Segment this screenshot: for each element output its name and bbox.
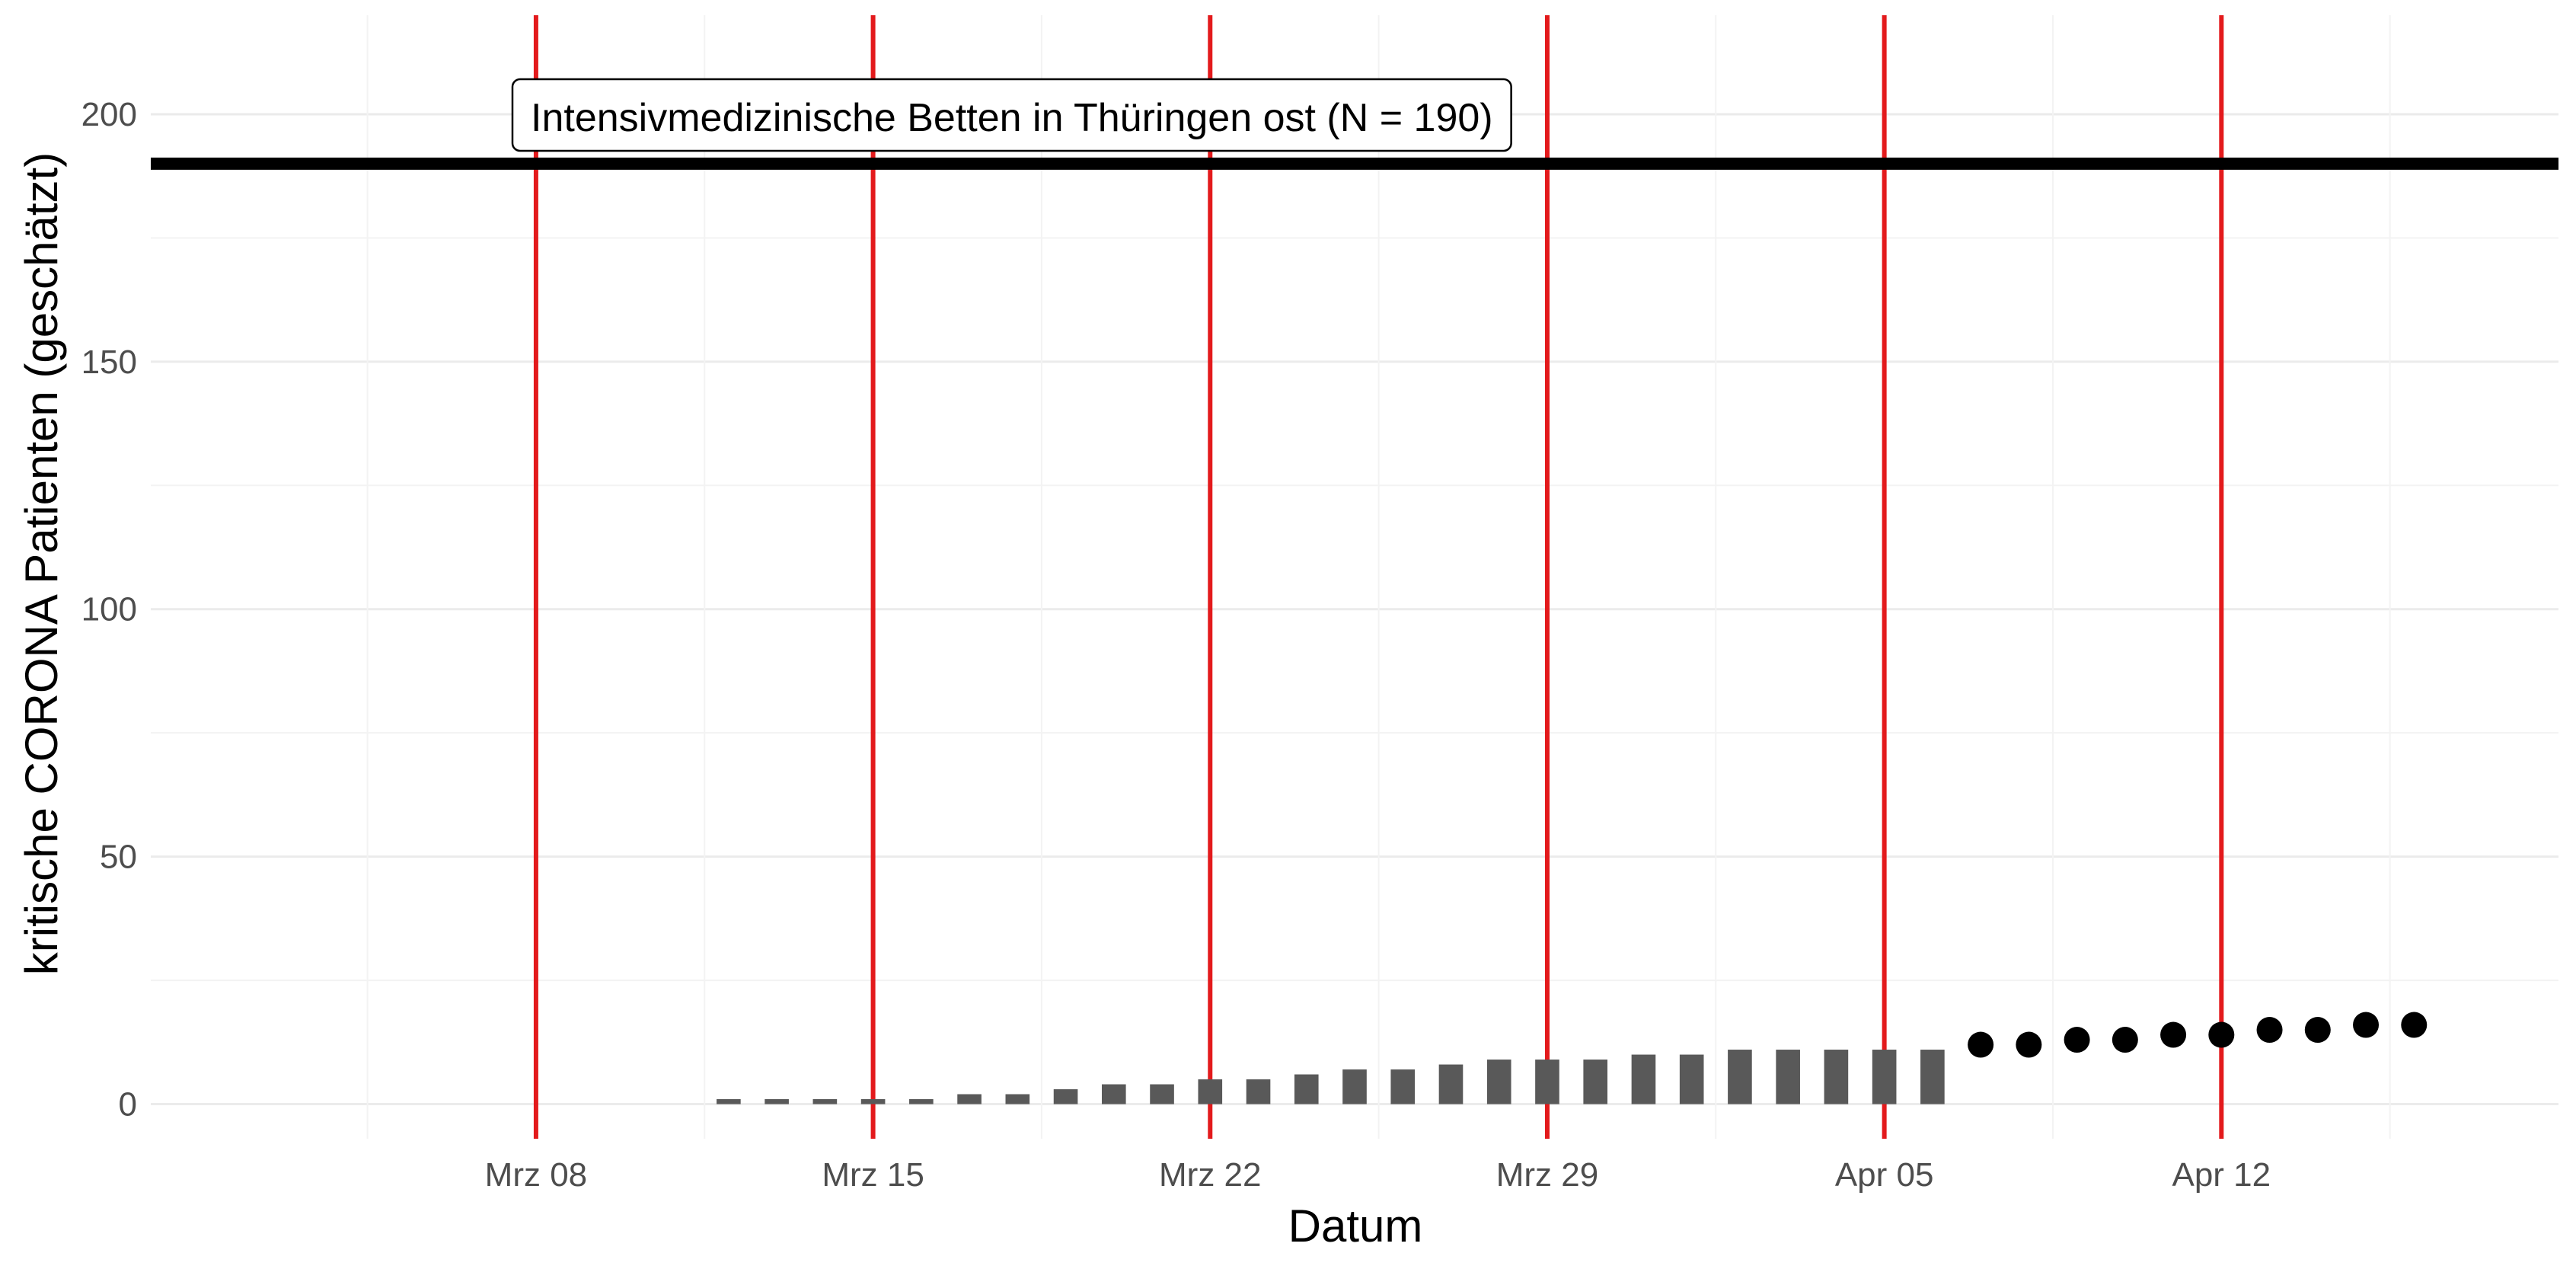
bar <box>1005 1094 1030 1104</box>
bar <box>1679 1054 1704 1104</box>
bar <box>1390 1069 1416 1104</box>
y-tick-label: 200 <box>81 96 137 133</box>
x-axis-title: Datum <box>1288 1200 1423 1251</box>
x-axis-ticks: Mrz 08 Mrz 15 Mrz 22 Mrz 29 Apr 05 Apr 12 <box>485 1156 2271 1194</box>
bar <box>1728 1050 1752 1104</box>
bar <box>1053 1089 1078 1104</box>
x-tick-label: Apr 05 <box>1835 1156 1934 1194</box>
x-tick-label: Apr 12 <box>2172 1156 2271 1194</box>
data-point <box>2016 1031 2042 1058</box>
capacity-group: Intensivmedizinische Betten in Thüringen… <box>151 78 2558 170</box>
data-point <box>2160 1021 2187 1048</box>
bar <box>1535 1060 1559 1104</box>
y-axis-ticks: 0 50 100 150 200 <box>81 96 137 1124</box>
data-point <box>2064 1027 2090 1053</box>
x-tick-label: Mrz 22 <box>1159 1156 1261 1194</box>
bar <box>957 1094 982 1104</box>
bar <box>1150 1084 1174 1104</box>
bar <box>1246 1079 1271 1104</box>
bar <box>1438 1064 1464 1104</box>
bar <box>1631 1054 1656 1104</box>
bar <box>909 1099 934 1104</box>
bar <box>1342 1069 1367 1104</box>
x-tick-label: Mrz 08 <box>485 1156 587 1194</box>
y-axis-title: kritische CORONA Patienten (geschätzt) <box>16 152 67 975</box>
data-point <box>2401 1012 2428 1038</box>
x-tick-label: Mrz 29 <box>1496 1156 1598 1194</box>
bar <box>1920 1050 1945 1104</box>
bar <box>1824 1050 1849 1104</box>
data-point <box>2304 1017 2331 1044</box>
bar <box>860 1099 886 1104</box>
data-point <box>2208 1021 2235 1048</box>
bar <box>1583 1060 1608 1104</box>
y-tick-label: 100 <box>81 591 137 628</box>
capacity-label: Intensivmedizinische Betten in Thüringen… <box>531 96 1493 140</box>
bar <box>717 1099 741 1104</box>
bar <box>1198 1079 1223 1104</box>
data-point <box>2112 1027 2138 1053</box>
bar <box>1486 1060 1511 1104</box>
x-tick-label: Mrz 15 <box>822 1156 924 1194</box>
grid <box>151 15 2558 1139</box>
bar-series <box>717 1050 1945 1104</box>
bar <box>1776 1050 1800 1104</box>
event-lines <box>533 15 2224 1139</box>
bar <box>1294 1074 1319 1104</box>
capacity-label-box <box>511 78 1512 152</box>
y-tick-label: 150 <box>81 344 137 381</box>
data-point <box>2353 1012 2380 1038</box>
data-point <box>1968 1031 1994 1058</box>
bar <box>765 1099 789 1104</box>
bar <box>812 1099 838 1104</box>
point-series <box>1968 1012 2428 1058</box>
y-tick-label: 50 <box>100 839 137 876</box>
y-tick-label: 0 <box>119 1086 137 1124</box>
data-point <box>2256 1017 2283 1044</box>
bar <box>1101 1084 1126 1104</box>
bar <box>1872 1050 1897 1104</box>
